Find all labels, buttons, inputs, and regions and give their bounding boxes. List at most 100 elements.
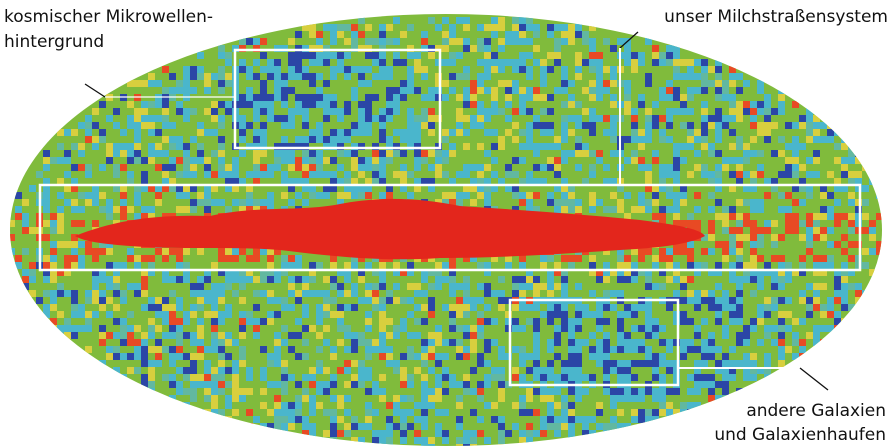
noise-cell bbox=[799, 297, 806, 304]
noise-cell bbox=[519, 437, 526, 444]
noise-cell bbox=[197, 325, 204, 332]
noise-cell bbox=[729, 115, 736, 122]
noise-cell bbox=[365, 339, 372, 346]
noise-cell bbox=[113, 171, 120, 178]
noise-cell bbox=[526, 52, 533, 59]
noise-cell bbox=[29, 227, 36, 234]
noise-cell bbox=[106, 346, 113, 353]
noise-cell bbox=[57, 241, 64, 248]
noise-cell bbox=[253, 325, 260, 332]
noise-cell bbox=[645, 416, 652, 423]
noise-cell bbox=[456, 192, 463, 199]
noise-cell bbox=[687, 262, 694, 269]
noise-cell bbox=[729, 311, 736, 318]
noise-cell bbox=[554, 416, 561, 423]
noise-cell bbox=[687, 108, 694, 115]
noise-cell bbox=[841, 262, 848, 269]
noise-cell bbox=[302, 374, 309, 381]
noise-cell bbox=[358, 31, 365, 38]
noise-cell bbox=[666, 304, 673, 311]
noise-cell bbox=[498, 45, 505, 52]
noise-cell bbox=[400, 318, 407, 325]
noise-cell bbox=[470, 164, 477, 171]
noise-cell bbox=[701, 297, 708, 304]
noise-cell bbox=[834, 318, 841, 325]
noise-cell bbox=[484, 437, 491, 444]
noise-cell bbox=[778, 255, 785, 262]
noise-cell bbox=[344, 423, 351, 430]
noise-cell bbox=[267, 94, 274, 101]
noise-cell bbox=[120, 206, 127, 213]
noise-cell bbox=[428, 87, 435, 94]
noise-cell bbox=[365, 122, 372, 129]
noise-cell bbox=[694, 150, 701, 157]
noise-cell bbox=[435, 150, 442, 157]
noise-cell bbox=[260, 94, 267, 101]
noise-cell bbox=[344, 101, 351, 108]
noise-cell bbox=[435, 157, 442, 164]
noise-cell bbox=[715, 185, 722, 192]
noise-cell bbox=[225, 367, 232, 374]
noise-cell bbox=[652, 150, 659, 157]
noise-cell bbox=[568, 409, 575, 416]
noise-cell bbox=[92, 297, 99, 304]
noise-cell bbox=[316, 101, 323, 108]
noise-cell bbox=[799, 290, 806, 297]
noise-cell bbox=[785, 164, 792, 171]
noise-cell bbox=[64, 332, 71, 339]
noise-cell bbox=[232, 171, 239, 178]
noise-cell bbox=[260, 150, 267, 157]
noise-cell bbox=[421, 423, 428, 430]
noise-cell bbox=[379, 52, 386, 59]
noise-cell bbox=[232, 339, 239, 346]
noise-cell bbox=[155, 311, 162, 318]
noise-cell bbox=[540, 73, 547, 80]
noise-cell bbox=[71, 241, 78, 248]
noise-cell bbox=[134, 122, 141, 129]
noise-cell bbox=[512, 31, 519, 38]
noise-cell bbox=[43, 290, 50, 297]
noise-cell bbox=[491, 17, 498, 24]
noise-cell bbox=[78, 164, 85, 171]
noise-cell bbox=[715, 87, 722, 94]
noise-cell bbox=[456, 444, 463, 446]
noise-cell bbox=[29, 276, 36, 283]
noise-cell bbox=[281, 101, 288, 108]
noise-cell bbox=[778, 108, 785, 115]
noise-cell bbox=[470, 388, 477, 395]
noise-cell bbox=[225, 164, 232, 171]
noise-cell bbox=[246, 185, 253, 192]
noise-cell bbox=[442, 45, 449, 52]
noise-cell bbox=[330, 24, 337, 31]
noise-cell bbox=[554, 164, 561, 171]
noise-cell bbox=[176, 157, 183, 164]
noise-cell bbox=[736, 157, 743, 164]
noise-cell bbox=[820, 283, 827, 290]
noise-cell bbox=[715, 402, 722, 409]
noise-cell bbox=[386, 402, 393, 409]
noise-cell bbox=[498, 80, 505, 87]
noise-cell bbox=[141, 269, 148, 276]
noise-cell bbox=[274, 332, 281, 339]
noise-cell bbox=[141, 213, 148, 220]
noise-cell bbox=[316, 402, 323, 409]
noise-cell bbox=[498, 395, 505, 402]
noise-cell bbox=[876, 192, 882, 199]
noise-cell bbox=[155, 143, 162, 150]
noise-cell bbox=[666, 185, 673, 192]
noise-cell bbox=[106, 276, 113, 283]
noise-cell bbox=[519, 87, 526, 94]
noise-cell bbox=[652, 213, 659, 220]
noise-cell bbox=[750, 227, 757, 234]
noise-cell bbox=[715, 213, 722, 220]
noise-cell bbox=[771, 283, 778, 290]
noise-cell bbox=[792, 220, 799, 227]
noise-cell bbox=[134, 199, 141, 206]
noise-cell bbox=[575, 374, 582, 381]
noise-cell bbox=[813, 325, 820, 332]
noise-cell bbox=[505, 171, 512, 178]
noise-cell bbox=[568, 185, 575, 192]
noise-cell bbox=[701, 353, 708, 360]
noise-cell bbox=[435, 143, 442, 150]
noise-cell bbox=[365, 129, 372, 136]
